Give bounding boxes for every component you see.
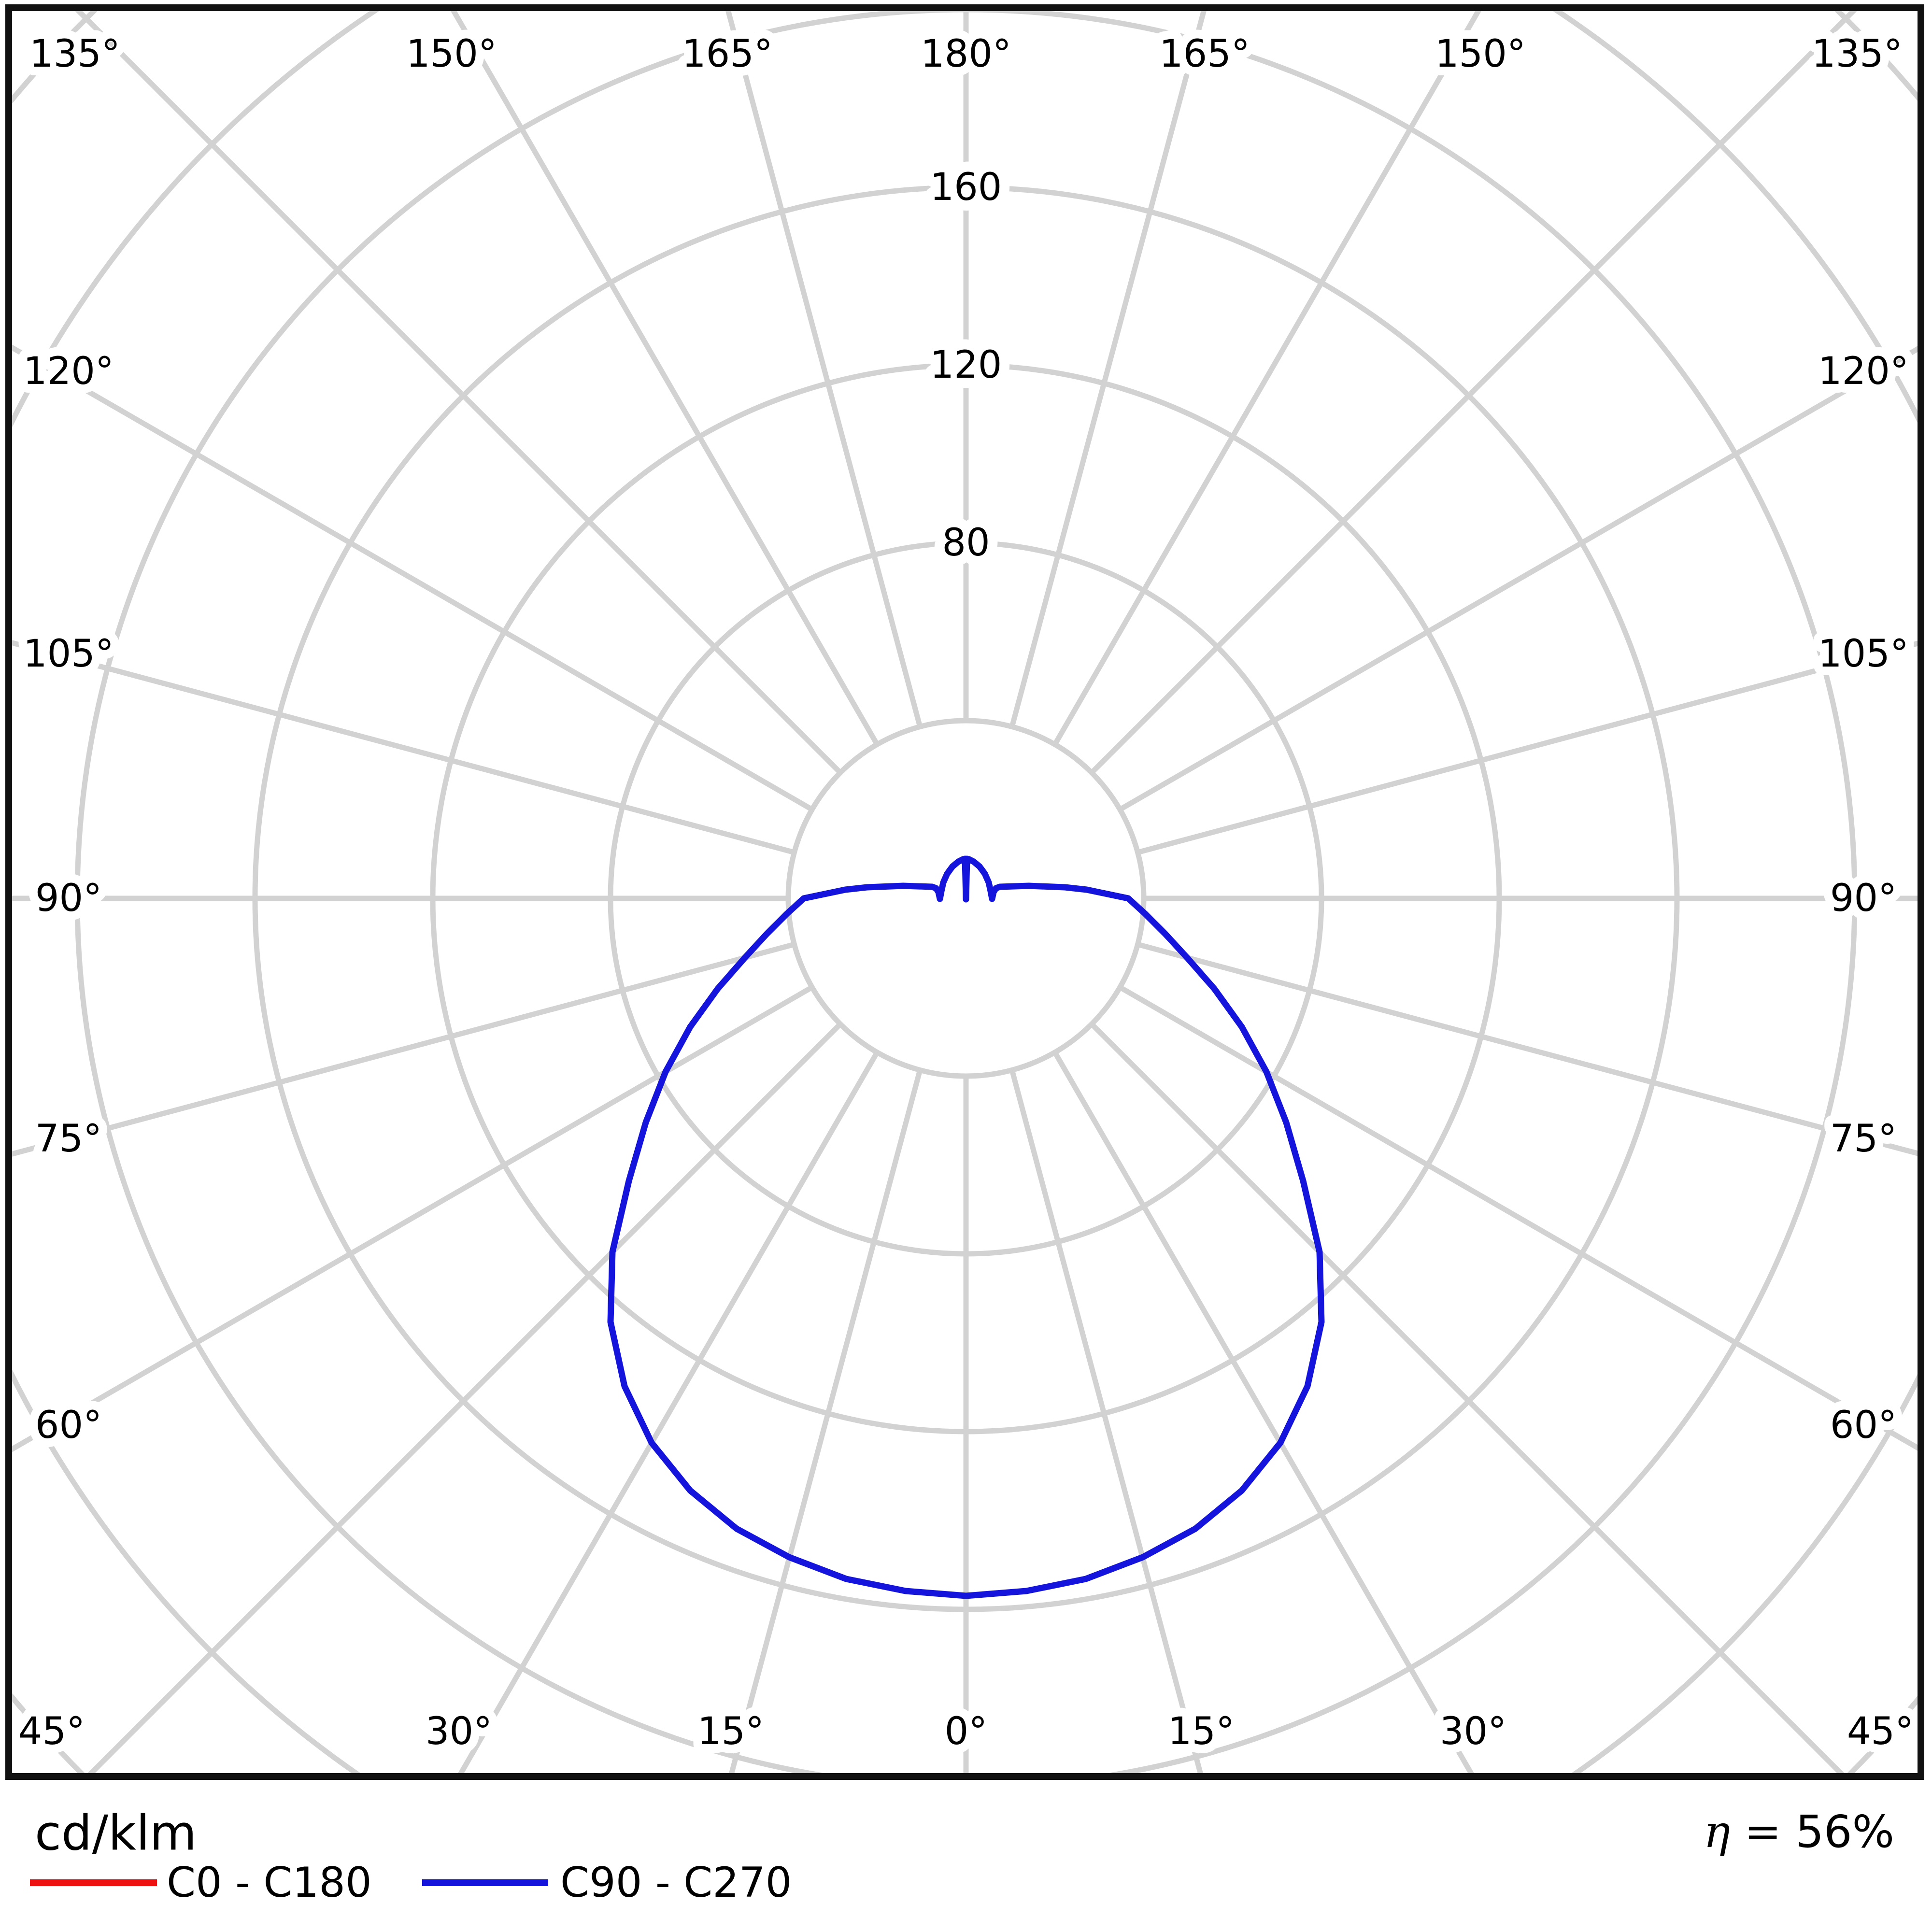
ring-value-label: 120 <box>930 343 1002 387</box>
angle-label-bottom: 15° <box>1168 1710 1235 1753</box>
grid-spoke <box>84 1022 842 1776</box>
legend: C0 - C180 C90 - C270 <box>30 1859 792 1907</box>
grid-spoke <box>1009 1069 1204 1776</box>
angle-label-top: 150° <box>1435 32 1526 76</box>
angle-label-top: 135° <box>1812 32 1903 76</box>
angle-label-bottom: 45° <box>1847 1710 1914 1753</box>
eta-symbol: η <box>1704 1806 1730 1858</box>
angle-label-top: 165° <box>1159 32 1250 76</box>
ring-value-label: 160 <box>930 166 1002 209</box>
angle-label-right: 120° <box>1818 350 1909 393</box>
distribution-curves <box>607 855 1325 1599</box>
grid-spoke <box>449 8 880 746</box>
angle-label-left: 105° <box>23 632 114 676</box>
plot-border <box>5 4 1924 1780</box>
grid-spoke <box>71 8 842 775</box>
grid-spoke <box>1052 1051 1476 1776</box>
grid-spoke <box>9 639 795 855</box>
angle-label-bottom: 30° <box>426 1710 492 1753</box>
grid-spoke <box>1090 1022 1848 1776</box>
angle-label-right: 105° <box>1818 632 1909 676</box>
grid-spoke <box>9 342 814 812</box>
angle-label-bottom: 0° <box>945 1710 988 1753</box>
angle-label-left: 120° <box>23 350 114 393</box>
eta-value: = 56% <box>1730 1806 1894 1858</box>
angle-label-left: 75° <box>35 1117 102 1161</box>
grid-spoke <box>1137 639 1921 855</box>
grid-spoke <box>9 941 795 1158</box>
angle-label-bottom: 15° <box>697 1710 764 1753</box>
legend-label-c0-c180: C0 - C180 <box>167 1859 372 1907</box>
grid-spoke <box>1090 8 1861 775</box>
radial-unit-label: cd/klm <box>35 1805 197 1861</box>
angle-label-bottom: 30° <box>1440 1710 1506 1753</box>
angle-label-right: 90° <box>1830 877 1897 920</box>
grid-spoke <box>1118 985 1921 1453</box>
angle-label-top: 150° <box>406 32 497 76</box>
grid-spoke <box>1009 8 1208 727</box>
grid-spoke <box>1118 344 1921 812</box>
angle-label-right: 60° <box>1830 1404 1897 1447</box>
light-output-ratio: η = 56% <box>1704 1806 1894 1858</box>
angle-label-right: 75° <box>1830 1117 1897 1161</box>
curve-c90-c270 <box>607 855 1325 1599</box>
angle-label-bottom: 45° <box>18 1710 85 1753</box>
angle-label-left: 60° <box>35 1404 102 1447</box>
angle-label-left: 90° <box>35 877 102 920</box>
grid-spoke <box>1052 8 1483 746</box>
angle-label-top: 165° <box>682 32 773 76</box>
angle-label-top: 180° <box>921 32 1011 76</box>
grid-spoke <box>728 1069 923 1776</box>
grid-spoke <box>1137 941 1921 1157</box>
angle-axis-labels: 135° 150° 165° 180° 165° 150° 135° 45° 30° 15° 0° 1… <box>10 24 1922 1762</box>
grid-spoke <box>456 1051 880 1776</box>
grid-spoke <box>724 8 923 727</box>
radial-value-labels: 80 120 160 <box>920 156 1012 575</box>
grid-spoke <box>9 985 814 1454</box>
legend-label-c90-c270: C90 - C270 <box>560 1859 792 1907</box>
angle-label-top: 135° <box>29 32 120 76</box>
ring-value-label: 80 <box>942 521 990 565</box>
